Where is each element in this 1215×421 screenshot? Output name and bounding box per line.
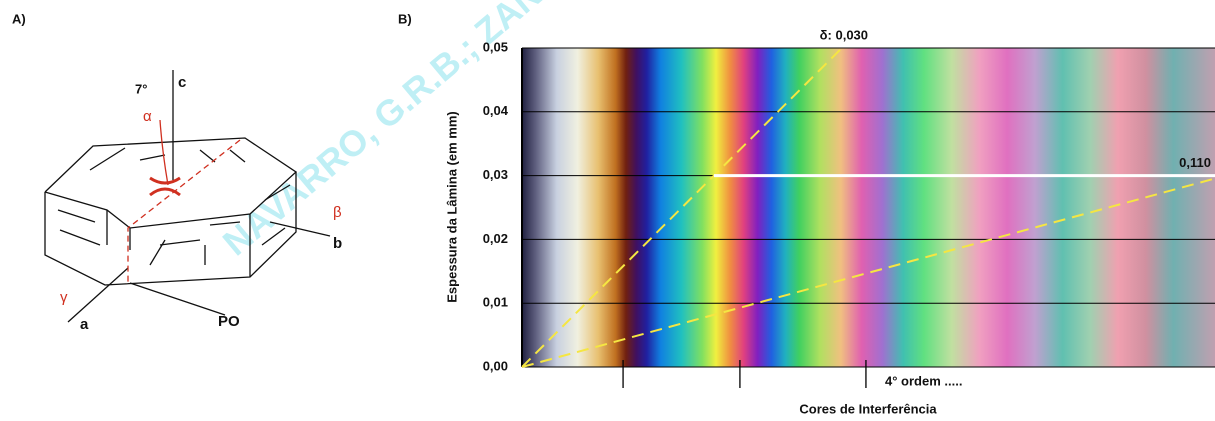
figure: NAVARRO, G.R.B.; ZANARDO A) 7° c α β γ a… <box>0 0 1215 421</box>
x-axis-label: Cores de Interferência <box>799 401 937 416</box>
panel-label: B) <box>398 11 412 26</box>
y-axis-label: Espessura da Lâmina (em mm) <box>444 111 459 302</box>
diagram-label: PO <box>218 313 240 330</box>
y-tick-label: 0,02 <box>483 231 508 246</box>
y-tick-label: 0,04 <box>483 103 509 118</box>
diagram-label: γ <box>60 289 68 306</box>
line-label: 0,110 <box>1179 155 1211 170</box>
y-tick-label: 0,01 <box>483 295 508 310</box>
diagram-label: b <box>333 235 342 252</box>
panel-label: A) <box>12 11 26 26</box>
y-tick-label: 0,05 <box>483 39 508 54</box>
line-label: δ: 0,030 <box>820 27 868 42</box>
y-tick-label: 0,00 <box>483 358 508 373</box>
diagram-label: c <box>178 74 186 91</box>
diagram-label: β <box>333 204 342 221</box>
annotation: 4° ordem ..... <box>885 373 962 388</box>
diagram-label: 7° <box>135 81 147 96</box>
diagram-label: a <box>80 316 89 333</box>
y-tick-label: 0,03 <box>483 167 508 182</box>
diagram-label: α <box>143 108 152 125</box>
